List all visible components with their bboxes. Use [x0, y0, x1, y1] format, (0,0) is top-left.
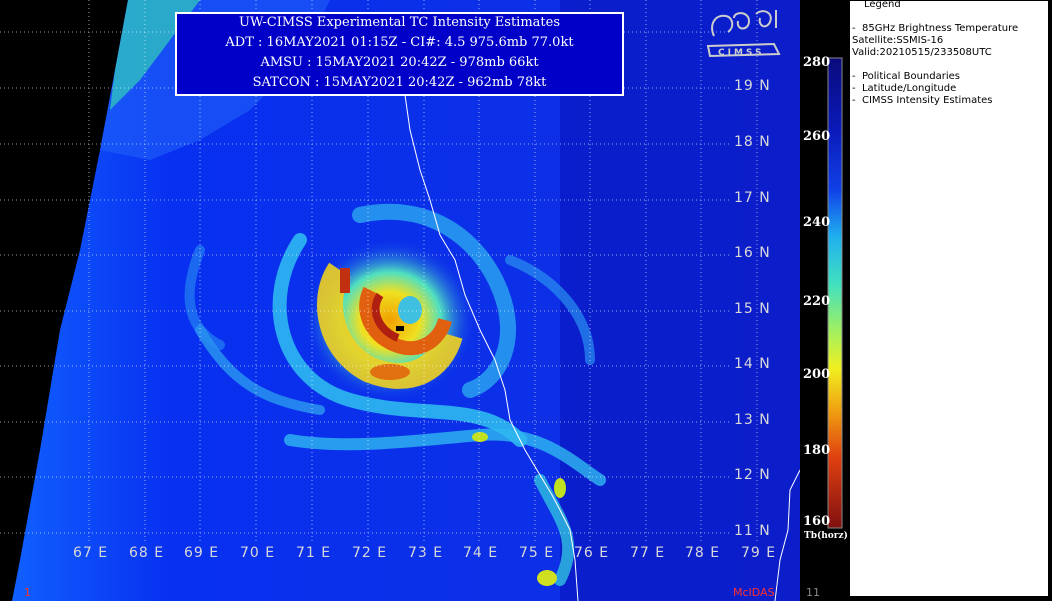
frame-number: 1 [24, 586, 31, 599]
lat-label: 11 N [734, 523, 771, 539]
colorbar-label: 280 [803, 55, 831, 70]
lon-label: 75 E [519, 545, 555, 561]
legend-overlay-item: - Latitude/Longitude [852, 83, 957, 94]
intensity-info-box: UW-CIMSS Experimental TC Intensity Estim… [175, 12, 624, 96]
lon-label: 78 E [685, 545, 721, 561]
lat-label: 18 N [734, 134, 771, 150]
satellite-image [0, 0, 800, 601]
logo-text: CIMSS [718, 48, 764, 58]
lon-label: 79 E [741, 545, 777, 561]
legend-overlay-item: - CIMSS Intensity Estimates [852, 95, 993, 106]
lon-label: 71 E [296, 545, 332, 561]
frame-count: 11 [806, 586, 820, 599]
legend-overlay-item: - Political Boundaries [852, 71, 960, 82]
lon-label: 70 E [240, 545, 276, 561]
colorbar-label: 240 [803, 215, 831, 230]
info-title: UW-CIMSS Experimental TC Intensity Estim… [238, 15, 561, 30]
lat-label: 14 N [734, 356, 771, 372]
info-adt: ADT : 16MAY2021 01:15Z - CI#: 4.5 975.6m… [225, 35, 574, 50]
lon-label: 73 E [408, 545, 444, 561]
coastline [404, 94, 579, 601]
colorbar-label: 160 [803, 514, 831, 529]
colorbar-units: Tb(horz) [804, 531, 848, 541]
lat-label: 13 N [734, 412, 771, 428]
lon-label: 67 E [73, 545, 109, 561]
legend-product: - 85GHz Brightness Temperature [852, 23, 1019, 34]
lon-label: 68 E [129, 545, 165, 561]
colorbar-label: 220 [803, 294, 831, 309]
legend-panel: Legend - 85GHz Brightness Temperature Sa… [849, 0, 1049, 597]
info-satcon: SATCON : 15MAY2021 20:42Z - 962mb 78kt [252, 75, 547, 90]
lon-label: 72 E [352, 545, 388, 561]
info-amsu: AMSU : 15MAY2021 20:42Z - 978mb 66kt [260, 55, 539, 70]
lat-label: 15 N [734, 301, 771, 317]
legend-valid: Valid:20210515/233508UTC [852, 47, 992, 58]
lon-label: 77 E [630, 545, 666, 561]
colorbar-label: 180 [803, 443, 831, 458]
lon-label: 76 E [574, 545, 610, 561]
lat-label: 12 N [734, 467, 771, 483]
colorbar-label: 260 [803, 129, 831, 144]
lon-label: 69 E [184, 545, 220, 561]
colorbar-label: 200 [803, 367, 831, 382]
mcidas-label: McIDAS [733, 586, 775, 599]
lat-label: 16 N [734, 245, 771, 261]
lon-label: 74 E [463, 545, 499, 561]
legend-title: Legend [864, 0, 901, 10]
cimss-logo: CIMSS [706, 10, 781, 58]
legend-satellite: Satellite:SSMIS-16 [852, 35, 944, 46]
colorbar [827, 57, 843, 529]
lat-label: 17 N [734, 190, 771, 206]
lat-label: 19 N [734, 78, 771, 94]
